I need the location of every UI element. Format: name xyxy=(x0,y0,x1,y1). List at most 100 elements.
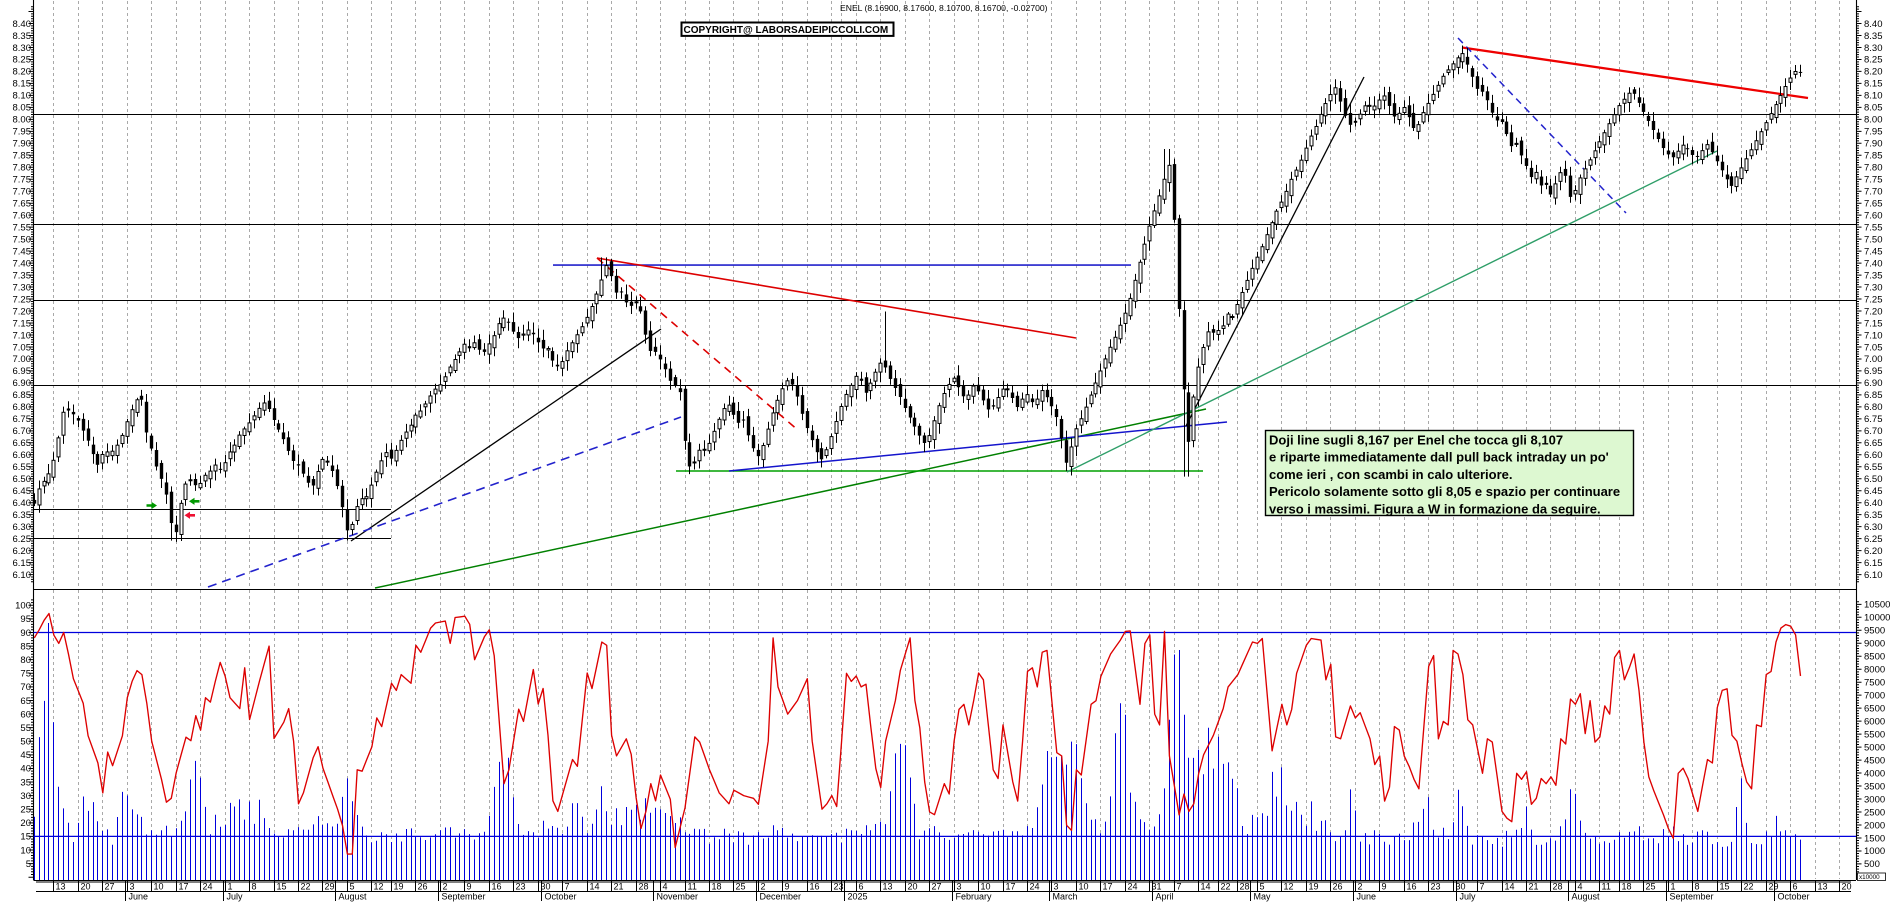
svg-text:6.20: 6.20 xyxy=(13,546,32,557)
svg-text:18: 18 xyxy=(712,882,722,892)
svg-text:9000: 9000 xyxy=(1864,639,1885,650)
svg-text:8500: 8500 xyxy=(1864,652,1885,663)
svg-text:85: 85 xyxy=(20,641,31,652)
svg-text:31: 31 xyxy=(1152,882,1162,892)
svg-text:5500: 5500 xyxy=(1864,729,1885,740)
svg-text:9: 9 xyxy=(467,882,472,892)
svg-text:8: 8 xyxy=(1695,882,1700,892)
svg-text:November: November xyxy=(657,892,699,902)
svg-text:2: 2 xyxy=(1358,882,1363,892)
svg-text:come ieri , con scambi in calo: come ieri , con scambi in calo ulteriore… xyxy=(1269,467,1512,482)
svg-text:7.15: 7.15 xyxy=(13,318,32,329)
svg-text:8.10: 8.10 xyxy=(1864,91,1883,102)
svg-text:9: 9 xyxy=(1382,882,1387,892)
svg-text:14: 14 xyxy=(590,882,600,892)
svg-text:25: 25 xyxy=(1646,882,1656,892)
svg-text:6: 6 xyxy=(1793,882,1798,892)
svg-text:6.50: 6.50 xyxy=(13,474,32,485)
svg-text:8.05: 8.05 xyxy=(13,103,32,114)
svg-text:3: 3 xyxy=(957,882,962,892)
svg-text:8.40: 8.40 xyxy=(13,19,32,30)
svg-text:5000: 5000 xyxy=(1864,742,1885,753)
svg-text:7.60: 7.60 xyxy=(1864,211,1883,222)
svg-text:7.40: 7.40 xyxy=(13,258,32,269)
svg-text:7.90: 7.90 xyxy=(13,139,32,150)
svg-text:7.55: 7.55 xyxy=(13,223,32,234)
svg-text:7.05: 7.05 xyxy=(1864,342,1883,353)
svg-text:10: 10 xyxy=(154,882,164,892)
svg-text:Doji line sugli 8,167 per Enel: Doji line sugli 8,167 per Enel che tocca… xyxy=(1269,433,1563,448)
svg-text:6.95: 6.95 xyxy=(1864,366,1883,377)
svg-text:6: 6 xyxy=(859,882,864,892)
svg-text:7.70: 7.70 xyxy=(1864,187,1883,198)
svg-text:8.25: 8.25 xyxy=(1864,55,1883,66)
svg-text:25: 25 xyxy=(20,805,31,816)
svg-text:8: 8 xyxy=(252,882,257,892)
svg-text:July: July xyxy=(1460,892,1477,902)
svg-text:7.10: 7.10 xyxy=(1864,330,1883,341)
svg-text:16: 16 xyxy=(492,882,502,892)
svg-text:90: 90 xyxy=(20,628,31,639)
svg-text:7.50: 7.50 xyxy=(1864,234,1883,245)
svg-text:28: 28 xyxy=(639,882,649,892)
svg-text:7.50: 7.50 xyxy=(13,234,32,245)
svg-text:13: 13 xyxy=(1818,882,1828,892)
svg-text:8.35: 8.35 xyxy=(1864,31,1883,42)
svg-text:21: 21 xyxy=(614,882,624,892)
svg-text:2: 2 xyxy=(761,882,766,892)
svg-text:4: 4 xyxy=(1578,882,1583,892)
svg-text:7: 7 xyxy=(1480,882,1485,892)
svg-text:October: October xyxy=(545,892,577,902)
svg-text:2: 2 xyxy=(443,882,448,892)
svg-text:7000: 7000 xyxy=(1864,691,1885,702)
svg-text:28: 28 xyxy=(1553,882,1563,892)
svg-text:6.45: 6.45 xyxy=(1864,486,1883,497)
svg-text:11: 11 xyxy=(688,882,697,892)
svg-text:September: September xyxy=(442,892,486,902)
svg-text:9: 9 xyxy=(785,882,790,892)
svg-text:6.85: 6.85 xyxy=(1864,390,1883,401)
svg-text:7.35: 7.35 xyxy=(1864,270,1883,281)
svg-text:60: 60 xyxy=(20,709,31,720)
svg-text:24: 24 xyxy=(203,882,213,892)
svg-text:7.05: 7.05 xyxy=(13,342,32,353)
svg-text:95: 95 xyxy=(20,614,31,625)
svg-text:18: 18 xyxy=(1622,882,1632,892)
svg-text:6.55: 6.55 xyxy=(13,462,32,473)
svg-text:27: 27 xyxy=(932,882,942,892)
svg-text:6.25: 6.25 xyxy=(1864,534,1883,545)
svg-text:8.30: 8.30 xyxy=(1864,43,1883,54)
svg-text:11: 11 xyxy=(1602,882,1611,892)
svg-text:20: 20 xyxy=(81,882,91,892)
svg-text:17: 17 xyxy=(179,882,189,892)
svg-text:25: 25 xyxy=(736,882,746,892)
svg-text:3: 3 xyxy=(130,882,135,892)
svg-text:8.00: 8.00 xyxy=(1864,115,1883,126)
svg-text:35: 35 xyxy=(20,777,31,788)
svg-text:3: 3 xyxy=(1054,882,1059,892)
svg-text:August: August xyxy=(1572,892,1601,902)
svg-text:5: 5 xyxy=(350,882,355,892)
svg-text:6.75: 6.75 xyxy=(1864,414,1883,425)
svg-text:7.90: 7.90 xyxy=(1864,139,1883,150)
svg-text:6.90: 6.90 xyxy=(1864,378,1883,389)
svg-text:12: 12 xyxy=(1284,882,1294,892)
svg-text:6000: 6000 xyxy=(1864,716,1885,727)
svg-text:7.75: 7.75 xyxy=(13,175,32,186)
svg-text:7.70: 7.70 xyxy=(13,187,32,198)
svg-text:7.25: 7.25 xyxy=(1864,294,1883,305)
svg-text:Pericolo solamente sotto gli 8: Pericolo solamente sotto gli 8,05 e spaz… xyxy=(1269,484,1620,499)
svg-text:7.45: 7.45 xyxy=(13,246,32,257)
svg-text:27: 27 xyxy=(105,882,115,892)
svg-text:70: 70 xyxy=(20,682,31,693)
svg-text:6.80: 6.80 xyxy=(13,402,32,413)
svg-text:7: 7 xyxy=(565,882,570,892)
svg-text:7.95: 7.95 xyxy=(13,127,32,138)
svg-text:2025: 2025 xyxy=(848,892,868,902)
svg-text:6.15: 6.15 xyxy=(13,558,32,569)
svg-text:26: 26 xyxy=(1333,882,1343,892)
svg-text:5: 5 xyxy=(1260,882,1265,892)
svg-text:August: August xyxy=(339,892,368,902)
svg-text:29: 29 xyxy=(325,882,335,892)
svg-text:7.80: 7.80 xyxy=(13,163,32,174)
